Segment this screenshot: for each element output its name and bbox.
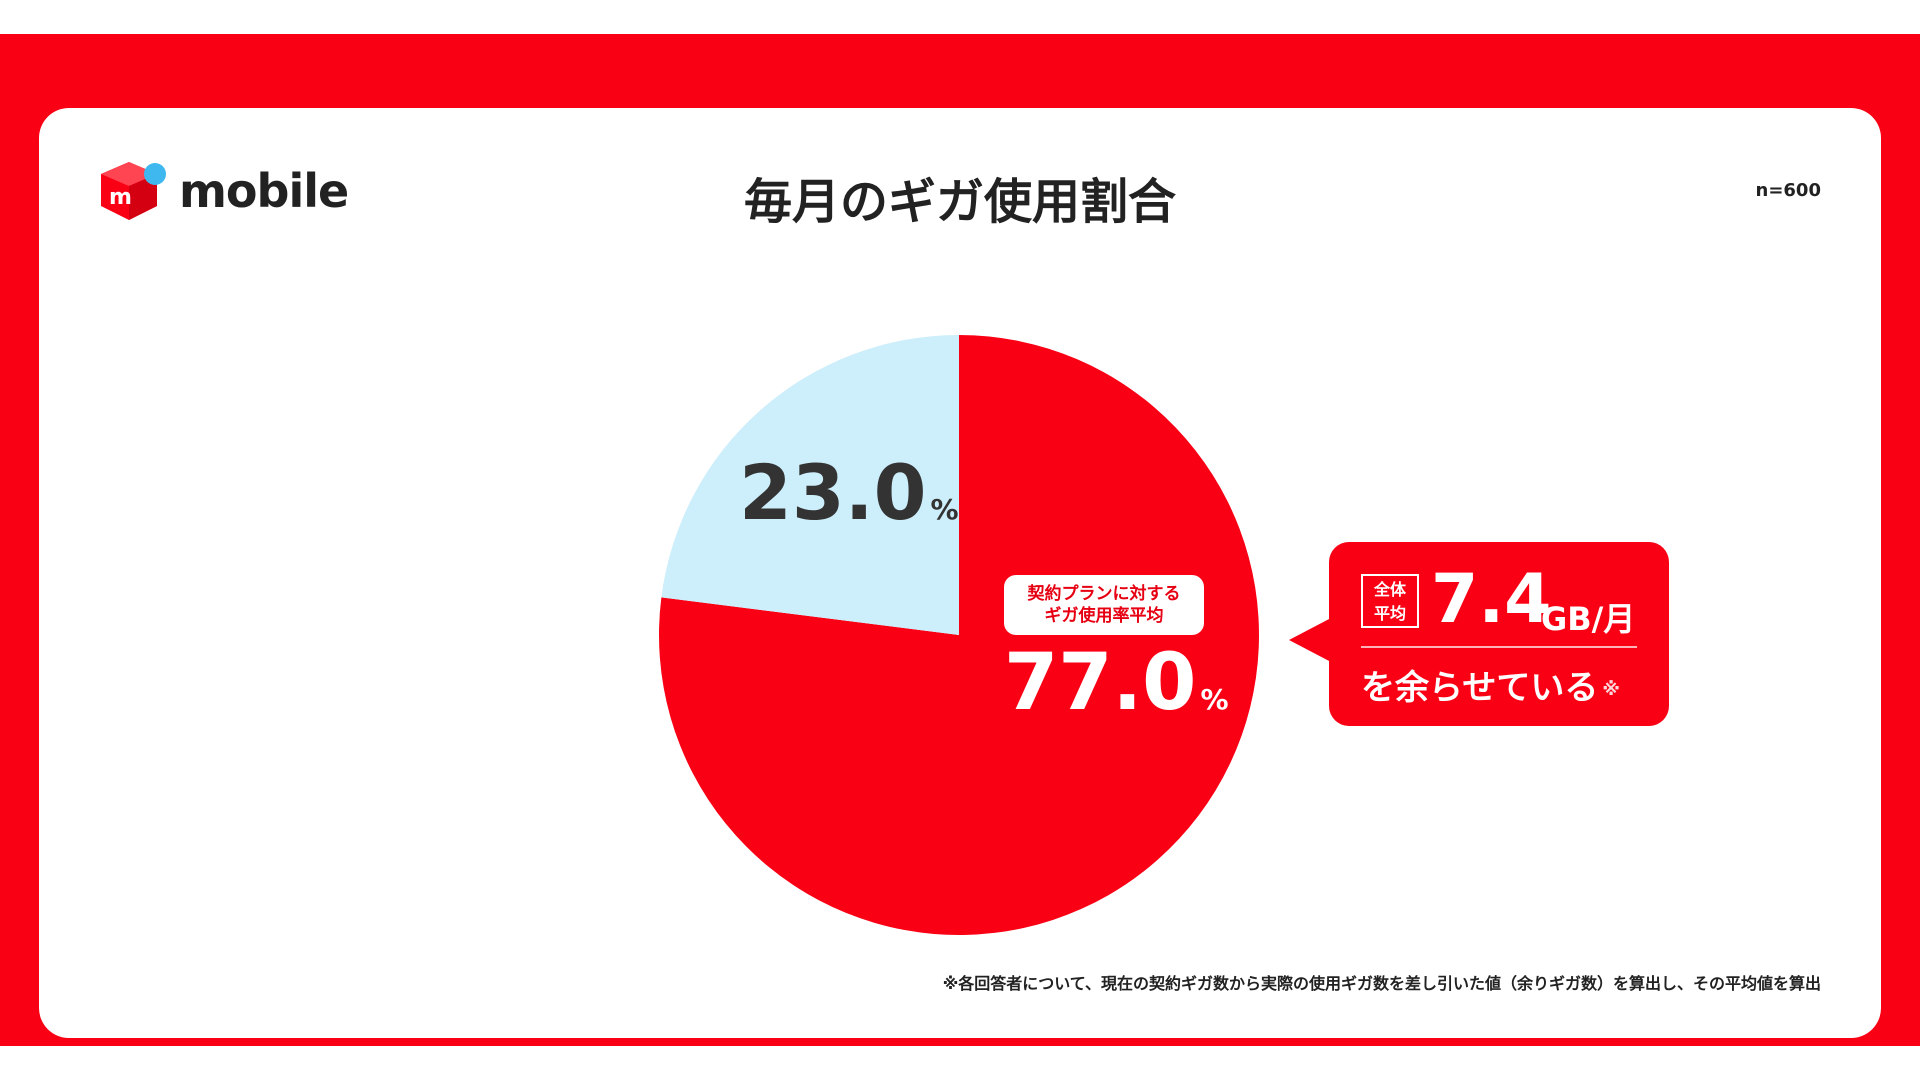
slice-label-remaining: 23.0%	[739, 448, 959, 537]
average-value: 7.4	[1431, 560, 1552, 639]
sample-size: n=600	[1755, 180, 1821, 201]
average-callout: 全体 平均 7.4 GB/月 を余らせている ※	[1289, 542, 1669, 726]
pie-slice-used	[659, 335, 1260, 935]
slice-label-used: 77.0%	[1004, 638, 1229, 728]
average-unit: GB/月	[1541, 600, 1636, 638]
slice-value-remaining: 23.0	[739, 448, 927, 537]
footnote: ※各回答者について、現在の契約ギガ数から実際の使用ギガ数を差し引いた値（余りギガ…	[942, 974, 1821, 993]
callout-divider	[1361, 646, 1637, 648]
callout-note-mark: ※	[1602, 679, 1620, 700]
usage-rate-label-text: 契約プランに対する ギガ使用率平均	[1027, 584, 1181, 626]
page-title: 毎月のギガ使用割合	[743, 174, 1176, 230]
pie-chart	[659, 335, 1260, 935]
pie-slice-remaining	[661, 335, 959, 635]
callout-text: を余らせている ※	[1361, 660, 1620, 709]
usage-rate-label: 契約プランに対する ギガ使用率平均	[1004, 575, 1204, 635]
average-tag: 全体 平均	[1361, 574, 1419, 628]
slice-unit-remaining: %	[930, 493, 959, 526]
cube-logo-icon: m	[101, 162, 166, 220]
red-frame: m mobile 毎月のギガ使用割合 n=600 23.0% 契約プランに対する…	[0, 34, 1920, 1046]
slice-unit-used: %	[1200, 683, 1229, 716]
brand-name: mobile	[179, 164, 349, 218]
logo-letter: m	[109, 185, 132, 210]
callout-text-main: を余らせている	[1361, 668, 1599, 708]
slice-value-used: 77.0	[1004, 638, 1197, 728]
content-card: m mobile 毎月のギガ使用割合 n=600 23.0% 契約プランに対する…	[39, 108, 1881, 1038]
callout-tail	[1289, 618, 1331, 662]
